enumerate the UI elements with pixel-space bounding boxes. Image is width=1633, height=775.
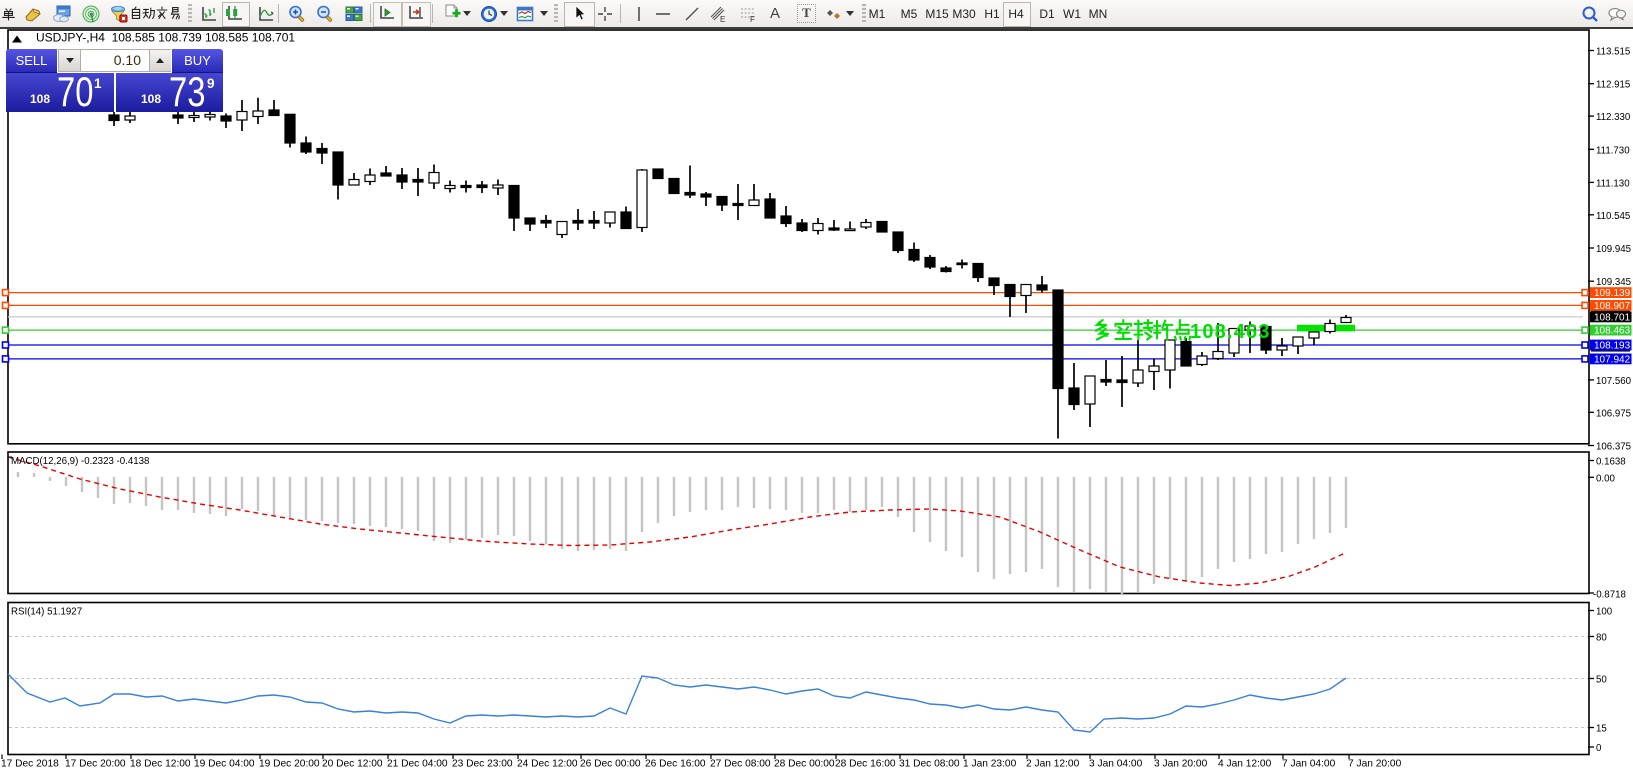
svg-text:112.915: 112.915 [1596,80,1630,91]
svg-text:50: 50 [1596,675,1607,686]
svg-text:0.1638: 0.1638 [1596,457,1626,468]
svg-text:106.975: 106.975 [1596,408,1631,419]
svg-text:26 Dec 16:00: 26 Dec 16:00 [645,759,706,770]
svg-text:21 Dec 04:00: 21 Dec 04:00 [387,759,448,770]
svg-text:0: 0 [1596,743,1602,754]
svg-text:100: 100 [1596,607,1613,618]
svg-text:109.945: 109.945 [1596,244,1631,255]
svg-text:26 Dec 00:00: 26 Dec 00:00 [580,759,641,770]
svg-text:80: 80 [1596,633,1607,644]
svg-text:17 Dec 20:00: 17 Dec 20:00 [65,759,126,770]
svg-text:31 Dec 08:00: 31 Dec 08:00 [899,759,960,770]
svg-text:109.139: 109.139 [1594,288,1631,299]
svg-text:18 Dec 12:00: 18 Dec 12:00 [130,759,191,770]
svg-text:108.463: 108.463 [1190,321,1271,343]
svg-text:108.463: 108.463 [1594,326,1631,337]
svg-text:7 Jan 04:00: 7 Jan 04:00 [1282,759,1336,770]
svg-text:19 Dec 04:00: 19 Dec 04:00 [194,759,255,770]
svg-text:RSI(14) 51.1927: RSI(14) 51.1927 [11,607,82,618]
svg-text:17 Dec 2018: 17 Dec 2018 [1,759,59,770]
svg-text:19 Dec 20:00: 19 Dec 20:00 [259,759,320,770]
svg-text:2 Jan 12:00: 2 Jan 12:00 [1026,759,1080,770]
svg-text:15: 15 [1596,724,1607,735]
svg-text:MACD(12,26,9) -0.2323 -0.4138: MACD(12,26,9) -0.2323 -0.4138 [11,456,149,467]
svg-text:USDJPY-,H4 108.585 108.739 10: USDJPY-,H4 108.585 108.739 108.585 108.7… [36,31,295,45]
svg-text:112.330: 112.330 [1596,112,1631,123]
svg-text:1 Jan 23:00: 1 Jan 23:00 [963,759,1017,770]
svg-text:23 Dec 23:00: 23 Dec 23:00 [452,759,513,770]
svg-text:109.345: 109.345 [1596,277,1631,288]
svg-text:0.00: 0.00 [1596,473,1615,484]
svg-text:107.560: 107.560 [1596,376,1632,387]
svg-text:20 Dec 12:00: 20 Dec 12:00 [322,759,383,770]
svg-text:-0.8718: -0.8718 [1593,590,1626,601]
svg-text:110.545: 110.545 [1596,211,1630,222]
svg-text:F: F [750,15,755,23]
svg-text:111.730: 111.730 [1596,145,1630,156]
svg-text:3 Jan 04:00: 3 Jan 04:00 [1089,759,1143,770]
svg-text:111.130: 111.130 [1596,178,1630,189]
svg-text:108.701: 108.701 [1594,313,1631,324]
svg-text:108.193: 108.193 [1594,341,1631,352]
svg-text:108.907: 108.907 [1594,301,1631,312]
svg-text:107.942: 107.942 [1594,355,1631,366]
svg-text:3 Jan 20:00: 3 Jan 20:00 [1154,759,1208,770]
svg-text:113.515: 113.515 [1596,47,1630,58]
svg-text:106.375: 106.375 [1596,442,1631,453]
svg-text:28 Dec 00:00: 28 Dec 00:00 [774,759,835,770]
svg-text:27 Dec 08:00: 27 Dec 08:00 [710,759,771,770]
svg-text:E: E [720,15,725,23]
svg-text:24 Dec 12:00: 24 Dec 12:00 [517,759,578,770]
svg-text:4 Jan 12:00: 4 Jan 12:00 [1218,759,1272,770]
svg-text:28 Dec 16:00: 28 Dec 16:00 [835,759,896,770]
svg-text:7 Jan 20:00: 7 Jan 20:00 [1348,759,1402,770]
